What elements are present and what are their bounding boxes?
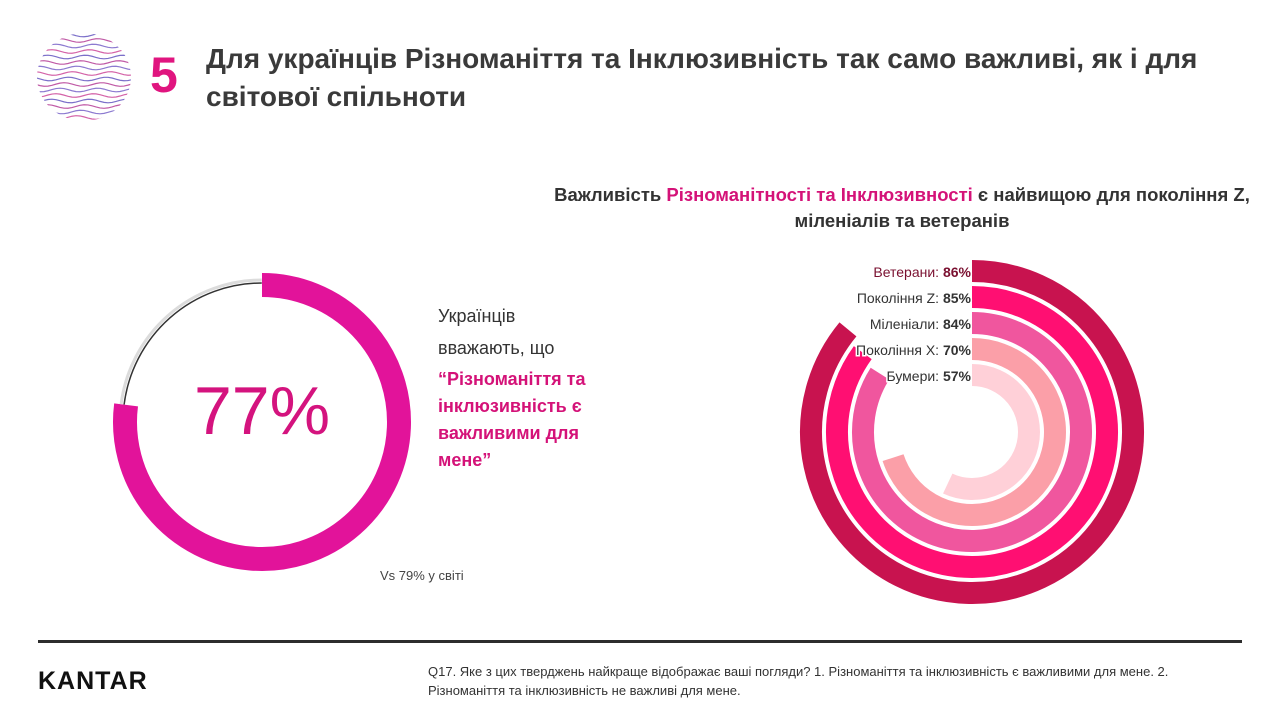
donut-remainder-track (119, 278, 262, 405)
slide-number: 5 (150, 47, 178, 103)
radial-bar-chart: Ветерани: 86%Покоління Z: 85%Міленіали: … (800, 260, 1144, 604)
donut-chart: 77% (113, 273, 411, 571)
logo-wave-line (37, 60, 131, 65)
page-title: Для українців Різноманіття та Інклюзивні… (206, 43, 1198, 112)
category-label: Покоління Х: (856, 342, 943, 358)
radial-bar-label: Міленіали: 84% (870, 316, 972, 332)
logo-wave-line (37, 98, 131, 104)
value-label: 86% (943, 264, 972, 280)
donut-remainder-line (123, 282, 262, 405)
footer-divider (38, 640, 1242, 643)
radial-bar-label: Покоління Z: 85% (857, 290, 972, 306)
chart-title-part-2: є найвищою для покоління Z, міленіалів т… (794, 184, 1250, 231)
category-label: Міленіали: (870, 316, 943, 332)
logo-wave-line (37, 71, 131, 76)
value-label: 57% (943, 368, 972, 384)
logo-wave-line (37, 33, 131, 38)
statement: Українців вважають, що “Різноманіття та … (438, 300, 638, 474)
question-footnote: Q17. Яке з цих тверджень найкраще відобр… (428, 664, 1169, 698)
comparison-note: Vs 79% у світі (380, 568, 464, 583)
category-label: Покоління Z: (857, 290, 943, 306)
radial-bar (882, 338, 1066, 526)
donut-center-value: 77% (194, 373, 330, 449)
logo-wave-line (37, 109, 131, 115)
kantar-logo: KANTAR (38, 667, 148, 695)
chart-title-part-1: Важливість (554, 184, 667, 205)
logo-wave-line (37, 82, 131, 87)
chart-title: Важливість Різноманітності та Інклюзивно… (520, 182, 1280, 234)
radial-bar-label: Бумери: 57% (886, 368, 971, 384)
value-label: 70% (943, 342, 972, 358)
statement-line-1: Українців (438, 306, 516, 326)
logo-wave-line (37, 93, 131, 98)
logo-wave-line (37, 115, 131, 120)
radial-bar (826, 286, 1118, 578)
statement-line-2: вважають, що (438, 338, 555, 358)
radial-bar-label: Ветерани: 86% (873, 264, 971, 280)
logo-wave-line (37, 87, 131, 93)
donut-value-arc (113, 273, 411, 571)
radial-bar (852, 312, 1092, 552)
radial-bar (800, 260, 1144, 604)
value-label: 85% (943, 290, 972, 306)
logo-wave-line (37, 104, 131, 109)
statement-quote: “Різноманіття та інклюзивність є важливи… (438, 369, 586, 470)
logo-wave-line (37, 54, 131, 60)
logo-wave-line (37, 43, 131, 49)
wave-circle-icon (37, 33, 131, 120)
logo-wave-line (37, 49, 131, 54)
radial-bar (943, 364, 1040, 500)
radial-bar-label: Покоління Х: 70% (856, 342, 972, 358)
logo-wave-line (37, 76, 131, 82)
logo-wave-line (37, 38, 131, 43)
logo-wave-line (37, 65, 131, 71)
chart-title-highlight: Різноманітності та Інклюзивності (666, 184, 973, 205)
category-label: Бумери: (886, 368, 943, 384)
category-label: Ветерани: (873, 264, 943, 280)
value-label: 84% (943, 316, 972, 332)
